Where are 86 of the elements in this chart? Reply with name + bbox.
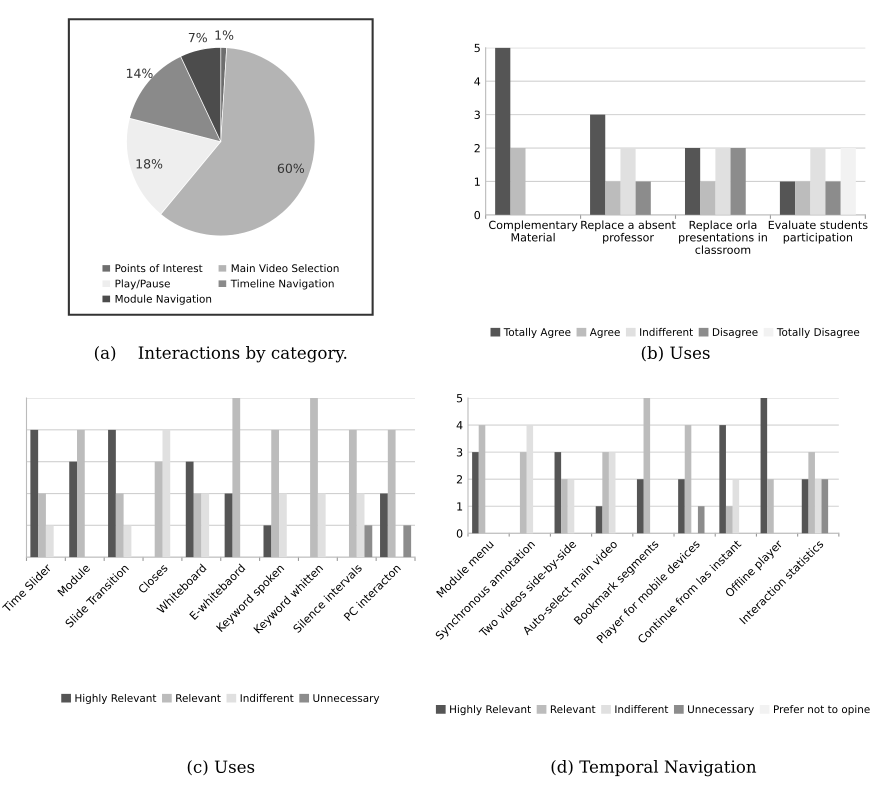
legend-label: Indifferent xyxy=(240,694,294,702)
legend-label: Points of Interest xyxy=(116,264,202,272)
legend-label: Unnecessary xyxy=(688,705,754,716)
legend-label: Disagree xyxy=(712,328,758,338)
bar xyxy=(620,148,636,215)
bar xyxy=(822,479,828,534)
bar xyxy=(802,479,808,534)
y-tick-label: 4 xyxy=(456,421,463,430)
bar xyxy=(810,148,826,215)
data-label: 7% xyxy=(188,32,207,42)
legend-label: Module Navigation xyxy=(116,294,212,305)
bar xyxy=(636,181,651,215)
bar xyxy=(495,48,510,215)
legend-label: Highly Relevant xyxy=(75,694,156,704)
data-label: 60% xyxy=(278,164,304,174)
bar xyxy=(380,494,388,558)
bar xyxy=(201,494,210,558)
legend-label: Play/Pause xyxy=(116,279,170,290)
bar xyxy=(69,462,77,558)
bar xyxy=(279,494,287,558)
text: (a) Interactions by category. xyxy=(94,346,346,362)
legend-label: Indifferent xyxy=(615,705,668,714)
legend-label: Relevant xyxy=(176,694,221,702)
bar xyxy=(719,425,726,534)
bar xyxy=(162,430,170,558)
y-tick-label: 1 xyxy=(457,502,462,510)
legend-label: Indifferent xyxy=(640,328,693,336)
bar xyxy=(46,525,54,558)
legend-label: Main Video Selection xyxy=(232,264,339,272)
bar xyxy=(108,430,116,558)
y-tick-label: 2 xyxy=(456,475,462,484)
y-tick-label: 3 xyxy=(474,110,480,120)
bar xyxy=(364,525,372,558)
bar xyxy=(318,494,326,558)
y-tick-label: 2 xyxy=(474,144,480,152)
legend-label: Prefer not to opine xyxy=(774,705,870,716)
text: (d) Temporal Navigation xyxy=(552,760,756,776)
bar xyxy=(698,506,705,534)
bar xyxy=(636,479,644,534)
y-tick-label: 1 xyxy=(474,178,480,186)
bar xyxy=(732,479,740,534)
legend-label: Totally Agree xyxy=(504,328,570,338)
bar xyxy=(825,181,841,215)
x-tick-label: Replace a absent professor xyxy=(581,220,676,244)
x-tick-label: Replace orla presentations in classroom xyxy=(679,220,767,254)
data-label: 14% xyxy=(126,68,153,78)
y-tick-label: 3 xyxy=(456,448,462,457)
x-tick-label: Complementary Material xyxy=(489,220,578,242)
legend-label: Timeline Navigation xyxy=(230,279,334,290)
bar xyxy=(590,114,606,215)
legend-label: Totally Disagree xyxy=(776,328,860,338)
data-label: 18% xyxy=(136,159,162,169)
y-tick-label: 0 xyxy=(456,529,462,538)
y-tick-label: 5 xyxy=(474,44,480,52)
bar xyxy=(554,452,562,534)
y-tick-label: 4 xyxy=(474,77,480,86)
bar xyxy=(760,398,768,534)
data-label: 1% xyxy=(216,30,234,40)
bar xyxy=(596,506,602,534)
legend-label: Highly Relevant xyxy=(450,705,531,716)
bar xyxy=(263,525,272,558)
legend-label: Relevant xyxy=(550,705,596,714)
bar xyxy=(608,452,616,534)
bar xyxy=(30,430,38,558)
bar xyxy=(526,425,534,534)
legend-label: Agree xyxy=(590,328,620,338)
bar xyxy=(730,148,746,215)
bar xyxy=(814,479,822,534)
bar xyxy=(224,494,232,558)
bar xyxy=(840,148,856,215)
bar xyxy=(715,148,731,215)
text: (b) Uses xyxy=(642,346,710,362)
bar xyxy=(568,479,574,534)
bar xyxy=(678,479,685,534)
bar xyxy=(780,181,796,215)
bar xyxy=(356,494,364,558)
bar xyxy=(186,462,194,558)
bar xyxy=(684,148,700,215)
bar xyxy=(472,452,479,534)
y-tick-label: 0 xyxy=(474,210,480,220)
x-tick-label: Evaluate students participation xyxy=(768,220,868,244)
text: (c) Uses xyxy=(188,760,254,776)
y-tick-label: 5 xyxy=(456,394,462,402)
bar xyxy=(403,525,412,558)
legend-label: Unnecessary xyxy=(313,694,380,704)
bar xyxy=(124,525,132,558)
